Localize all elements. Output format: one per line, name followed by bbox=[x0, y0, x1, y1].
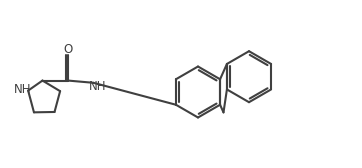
Text: NH: NH bbox=[89, 80, 107, 93]
Text: O: O bbox=[63, 43, 73, 56]
Text: NH: NH bbox=[14, 83, 31, 96]
